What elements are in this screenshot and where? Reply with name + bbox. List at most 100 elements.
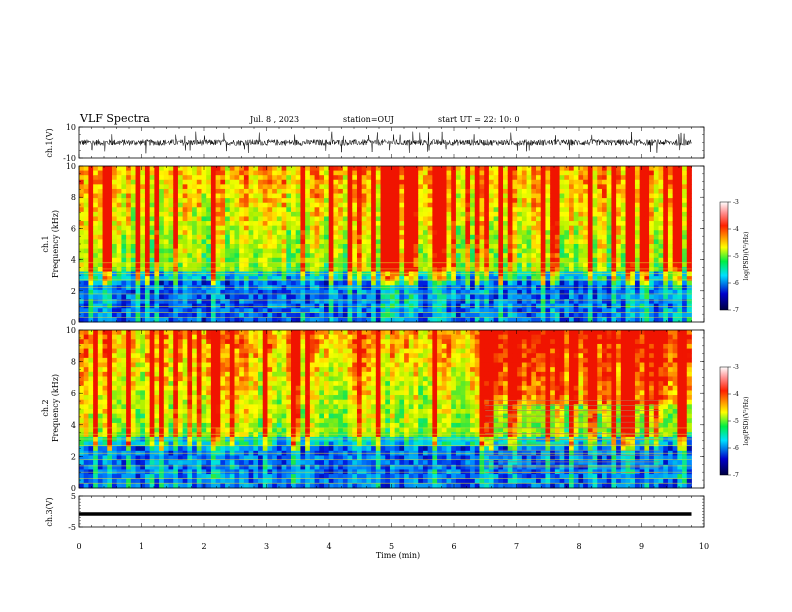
spectrogram-cell — [79, 289, 85, 295]
spectrogram-cell — [404, 188, 410, 194]
spectrogram-cell — [97, 202, 103, 208]
spectrogram-cell — [385, 257, 391, 263]
spectrogram-cell — [437, 170, 443, 176]
spectrogram-cell — [493, 317, 499, 323]
spectrogram-cell — [625, 262, 631, 268]
spectrogram-cell — [159, 294, 165, 300]
spectrogram-cell — [658, 262, 664, 268]
spectrogram-cell — [592, 230, 598, 236]
spectrogram-cell — [408, 248, 414, 254]
figure-title: VLF Spectra — [79, 112, 150, 125]
spectrogram-cell — [385, 198, 391, 204]
spectrogram-cell — [531, 193, 537, 199]
spectrogram-cell — [324, 216, 330, 222]
spectrogram-cell — [625, 184, 631, 190]
spectrogram-cell — [305, 225, 311, 231]
spectrogram-cell — [639, 234, 645, 240]
spectrogram-cell — [418, 266, 424, 272]
spectrogram-cell — [79, 271, 85, 277]
spectrogram-cell — [201, 308, 207, 314]
spectrogram-cell — [465, 299, 471, 305]
spectrogram-cell — [375, 276, 381, 282]
spectrogram-cell — [272, 221, 278, 227]
spectrogram-cell — [248, 211, 254, 217]
spectrogram-cell — [375, 202, 381, 208]
spectrogram-cell — [385, 166, 391, 171]
spectrogram-cell — [215, 188, 221, 194]
spectrogram-cell — [540, 234, 546, 240]
spectrogram-cell — [597, 166, 603, 171]
spectrogram-cell — [437, 312, 443, 318]
y-tick-label: -10 — [63, 154, 76, 163]
spectrogram-cell — [347, 289, 353, 295]
spectrogram-cell — [333, 216, 339, 222]
spectrogram-cell — [276, 312, 282, 318]
spectrogram-cell — [319, 179, 325, 185]
spectrogram-cell — [559, 294, 565, 300]
spectrogram-cell — [413, 253, 419, 259]
spectrogram-cell — [587, 175, 593, 181]
spectrogram-cell — [630, 276, 636, 282]
spectrogram-cell — [371, 175, 377, 181]
spectrogram-cell — [229, 179, 235, 185]
spectrogram-cell — [97, 371, 103, 377]
spectrogram-cell — [361, 188, 367, 194]
spectrogram-cell — [677, 225, 683, 231]
spectrogram-cell — [267, 202, 273, 208]
spectrogram-cell — [465, 188, 471, 194]
spectrogram-cell — [121, 184, 127, 190]
spectrogram-cell — [309, 193, 315, 199]
spectrogram-cell — [385, 234, 391, 240]
spectrogram-cell — [276, 289, 282, 295]
spectrogram-cell — [564, 175, 570, 181]
spectrogram-cell — [149, 170, 155, 176]
spectrogram-cell — [83, 455, 89, 461]
spectrogram-cell — [394, 276, 400, 282]
spectrogram-cell — [413, 289, 419, 295]
spectrogram-cell — [356, 230, 363, 236]
spectrogram-cell — [446, 312, 452, 318]
spectrogram-cell — [243, 239, 250, 245]
spectrogram-cell — [210, 239, 217, 245]
spectrogram-cell — [653, 184, 659, 190]
spectrogram-cell — [352, 175, 358, 181]
spectrogram-cell — [324, 230, 330, 236]
spectrogram-cell — [639, 276, 645, 282]
spectrogram-cell — [107, 422, 113, 428]
spectrogram-cell — [432, 179, 438, 185]
spectrogram-cell — [375, 317, 381, 323]
spectrogram-cell — [314, 248, 320, 254]
spectrogram-cell — [432, 221, 438, 227]
spectrogram-cell — [79, 371, 85, 377]
spectrogram-cell — [111, 404, 118, 410]
spectrogram-cell — [206, 230, 212, 236]
spectrogram-cell — [83, 234, 89, 240]
spectrogram-cell — [220, 216, 226, 222]
spectrogram-cell — [215, 244, 221, 249]
spectrogram-cell — [583, 198, 589, 204]
spectrogram-cell — [583, 216, 589, 222]
spectrogram-cell — [587, 312, 593, 318]
spectrogram-cell — [338, 271, 344, 277]
spectrogram-cell — [328, 317, 334, 323]
spectrogram-cell — [328, 166, 334, 171]
spectrogram-cell — [130, 166, 136, 171]
spectrogram-cell — [111, 409, 118, 415]
spectrogram-cell — [399, 289, 405, 295]
spectrogram-cell — [418, 225, 424, 231]
spectrogram-cell — [488, 175, 495, 181]
spectrogram-cell — [267, 271, 273, 277]
spectrogram-cell — [526, 294, 532, 300]
spectrogram-cell — [206, 257, 212, 263]
spectrogram-cell — [177, 317, 184, 323]
spectrogram-cell — [451, 230, 457, 236]
spectrogram-cell — [144, 271, 151, 277]
spectrogram-cell — [470, 202, 476, 208]
spectrogram-cell — [446, 202, 452, 208]
spectrogram-cell — [149, 179, 155, 185]
spectrogram-cell — [418, 276, 424, 282]
spectrogram-cell — [126, 308, 132, 314]
spectrogram-cell — [394, 225, 400, 231]
spectrogram-cell — [620, 230, 626, 236]
spectrogram-cell — [437, 221, 443, 227]
